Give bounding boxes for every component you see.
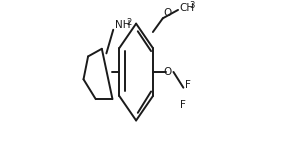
Text: O: O (164, 8, 172, 18)
Text: F: F (180, 100, 186, 110)
Text: 2: 2 (126, 18, 131, 27)
Text: NH: NH (115, 20, 130, 30)
Text: O: O (163, 67, 171, 77)
Text: F: F (185, 80, 190, 90)
Text: CH: CH (179, 3, 195, 13)
Text: 3: 3 (189, 1, 194, 10)
